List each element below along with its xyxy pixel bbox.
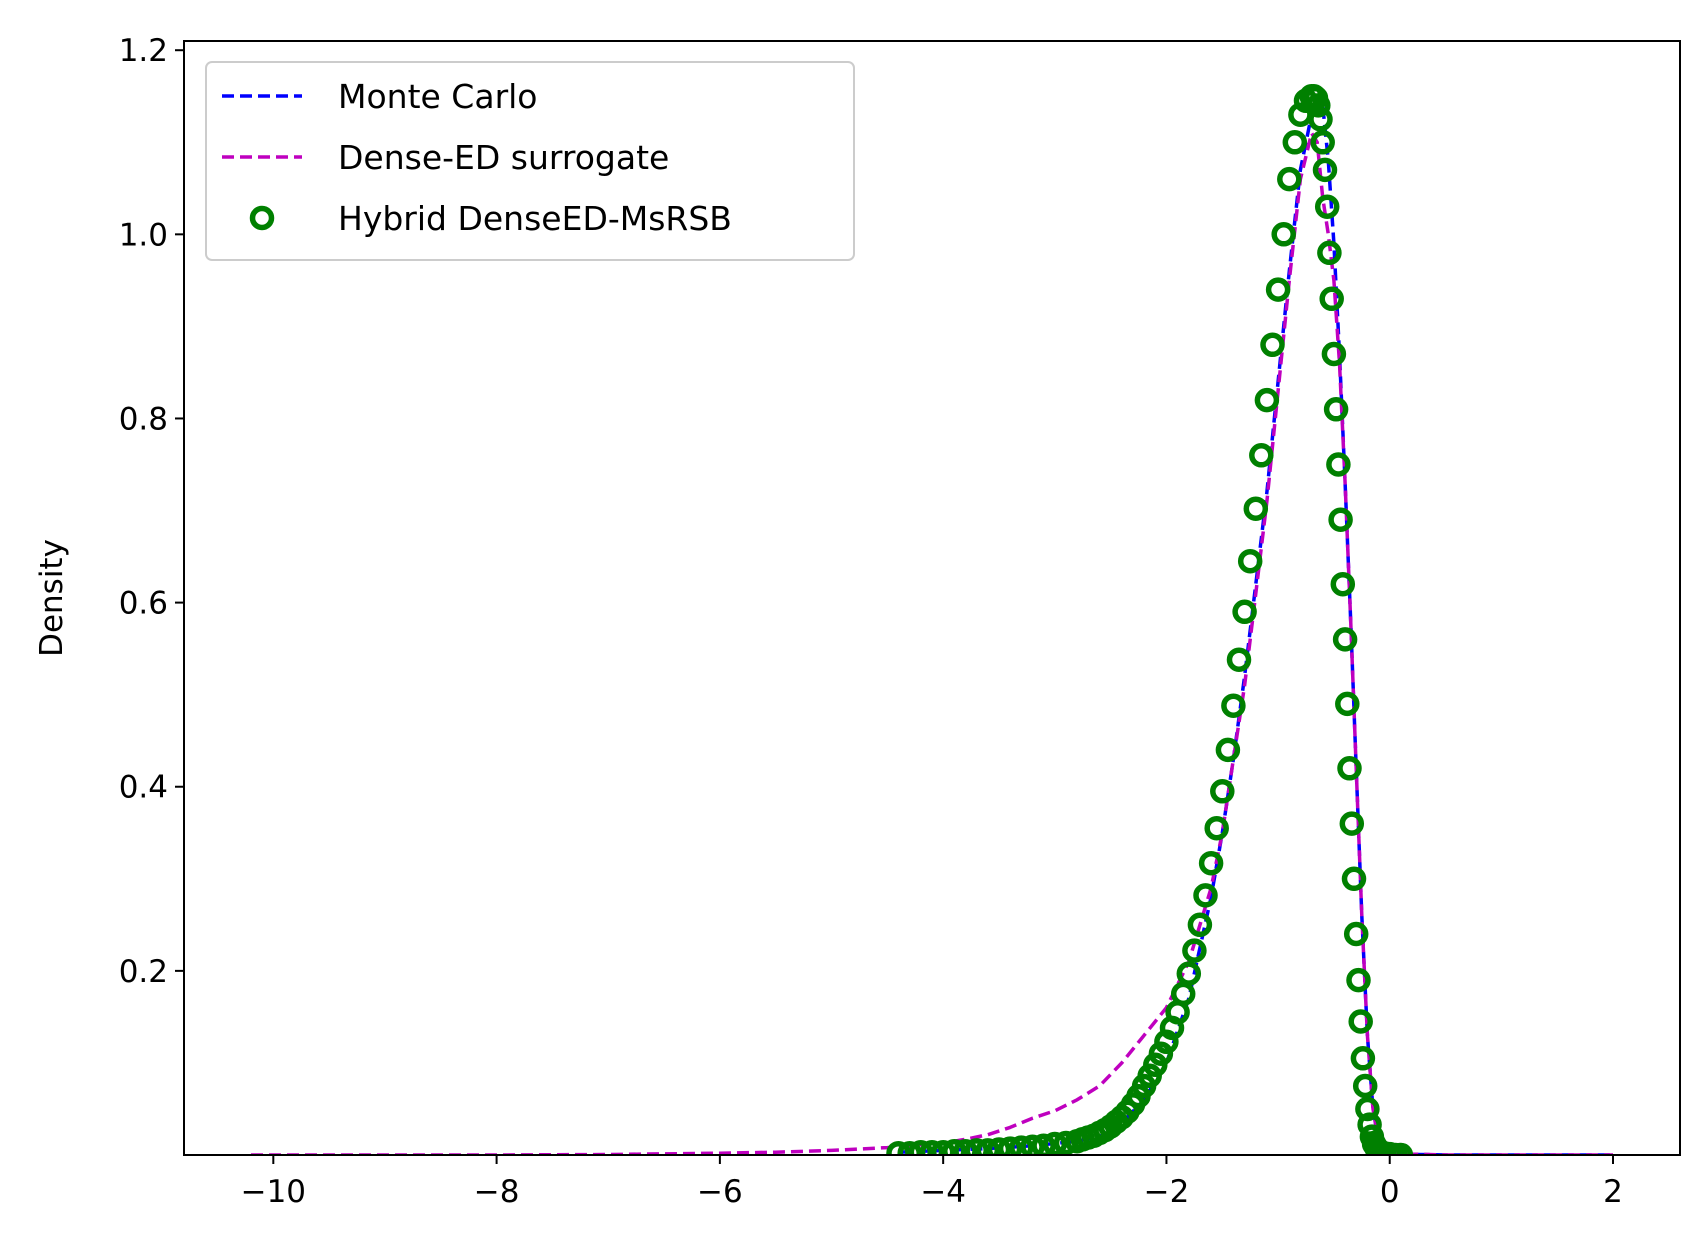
- data-point-hybrid-denseed-msrsb: [1271, 222, 1296, 247]
- data-point-hybrid-denseed-msrsb: [1332, 627, 1358, 652]
- data-point-hybrid-denseed-msrsb: [919, 1139, 945, 1155]
- legend: Monte Carlo Dense-ED surrogate Hybrid De…: [205, 61, 855, 261]
- data-point-hybrid-denseed-msrsb: [1260, 332, 1285, 358]
- x-tick-label: −8: [474, 1174, 520, 1210]
- legend-hybrid-label: Hybrid DenseED-MsRSB: [338, 199, 732, 238]
- data-point-hybrid-denseed-msrsb: [930, 1139, 956, 1155]
- data-point-hybrid-denseed-msrsb: [1319, 286, 1344, 312]
- data-point-hybrid-denseed-msrsb: [1326, 452, 1351, 477]
- data-point-hybrid-denseed-msrsb: [1328, 507, 1353, 532]
- data-point-hybrid-denseed-msrsb: [1249, 443, 1274, 468]
- data-point-hybrid-denseed-msrsb: [1182, 938, 1207, 963]
- data-point-hybrid-denseed-msrsb: [1346, 967, 1371, 993]
- data-point-hybrid-denseed-msrsb: [1352, 1073, 1378, 1099]
- data-point-hybrid-denseed-msrsb: [1337, 756, 1362, 781]
- legend-monte-carlo-label: Monte Carlo: [338, 77, 538, 116]
- data-point-hybrid-denseed-msrsb: [1031, 1133, 1056, 1155]
- data-point-hybrid-denseed-msrsb: [886, 1140, 911, 1155]
- legend-dense-ed-label: Dense-ED surrogate: [338, 138, 669, 177]
- legend-frame: [205, 61, 855, 261]
- x-tick-label: −4: [920, 1174, 966, 1210]
- x-tick-label: 2: [1603, 1174, 1623, 1210]
- data-point-hybrid-denseed-msrsb: [975, 1138, 1001, 1155]
- legend-hybrid-marker: [249, 205, 275, 231]
- data-point-hybrid-denseed-msrsb: [1330, 571, 1356, 597]
- data-point-hybrid-denseed-msrsb: [1343, 921, 1369, 947]
- data-point-hybrid-denseed-msrsb: [1312, 157, 1338, 183]
- data-point-hybrid-denseed-msrsb: [1215, 737, 1241, 763]
- data-point-hybrid-denseed-msrsb: [908, 1139, 934, 1155]
- data-point-hybrid-denseed-msrsb: [1009, 1135, 1034, 1155]
- x-tick-label: 0: [1380, 1174, 1400, 1210]
- data-point-hybrid-denseed-msrsb: [1148, 1041, 1174, 1066]
- data-point-hybrid-denseed-msrsb: [1308, 107, 1333, 132]
- data-point-hybrid-denseed-msrsb: [986, 1137, 1012, 1155]
- data-point-hybrid-denseed-msrsb: [1020, 1134, 1045, 1155]
- y-axis-label: Density: [34, 539, 70, 657]
- data-point-hybrid-denseed-msrsb: [1277, 166, 1302, 192]
- data-point-hybrid-denseed-msrsb: [1314, 194, 1340, 219]
- y-tick-label: 0.8: [119, 401, 168, 437]
- data-point-hybrid-denseed-msrsb: [1306, 93, 1331, 118]
- data-point-hybrid-denseed-msrsb: [1335, 691, 1360, 717]
- data-point-hybrid-denseed-msrsb: [1323, 397, 1349, 422]
- data-point-hybrid-denseed-msrsb: [897, 1140, 922, 1155]
- data-point-hybrid-denseed-msrsb: [1339, 811, 1365, 836]
- x-tick-label: −6: [697, 1174, 743, 1210]
- data-point-hybrid-denseed-msrsb: [953, 1139, 978, 1155]
- axes-layer: −10 −8 −6 −4 −2 0 2 0.2 0.4 0.6 0.8 1.0 1.2: [119, 33, 1681, 1210]
- y-tick-label: 1.2: [119, 33, 168, 69]
- data-point-hybrid-denseed-msrsb: [964, 1138, 989, 1155]
- data-point-hybrid-denseed-msrsb: [1176, 961, 1202, 986]
- y-tick-label: 0.6: [119, 586, 168, 622]
- data-point-hybrid-denseed-msrsb: [1348, 1009, 1373, 1034]
- series-line-monte-carlo: [898, 94, 1613, 1155]
- data-point-hybrid-denseed-msrsb: [1321, 341, 1347, 367]
- data-point-hybrid-denseed-msrsb: [1042, 1131, 1068, 1155]
- data-point-hybrid-denseed-msrsb: [1282, 130, 1308, 155]
- data-point-hybrid-denseed-msrsb: [1243, 496, 1269, 521]
- plot-frame: [183, 40, 1681, 1156]
- x-tick-label: −10: [241, 1174, 306, 1210]
- data-point-hybrid-denseed-msrsb: [1232, 599, 1257, 625]
- data-point-hybrid-denseed-msrsb: [1193, 883, 1218, 908]
- y-tick-label: 0.2: [119, 954, 168, 990]
- data-point-hybrid-denseed-msrsb: [1350, 1046, 1376, 1071]
- x-tick-label: −2: [1144, 1174, 1190, 1210]
- series-line-dense-ed-surrogate: [251, 131, 1613, 1155]
- data-point-hybrid-denseed-msrsb: [1317, 240, 1342, 266]
- data-point-hybrid-denseed-msrsb: [1355, 1096, 1380, 1122]
- data-point-hybrid-denseed-msrsb: [1198, 850, 1224, 876]
- data-point-hybrid-denseed-msrsb: [1226, 647, 1252, 672]
- data-point-hybrid-denseed-msrsb: [1341, 866, 1367, 892]
- data-point-hybrid-denseed-msrsb: [1310, 130, 1335, 155]
- y-tick-label: 0.4: [119, 770, 168, 806]
- data-point-hybrid-denseed-msrsb: [1210, 779, 1235, 804]
- y-tick-label: 1.0: [119, 217, 168, 253]
- data-point-hybrid-denseed-msrsb: [1187, 912, 1213, 938]
- data-point-hybrid-denseed-msrsb: [1221, 693, 1246, 718]
- data-point-hybrid-denseed-msrsb: [997, 1136, 1023, 1155]
- data-point-hybrid-denseed-msrsb: [1237, 548, 1263, 574]
- data-point-hybrid-denseed-msrsb: [1388, 1142, 1414, 1155]
- data-point-hybrid-denseed-msrsb: [1254, 387, 1280, 413]
- data-point-hybrid-denseed-msrsb: [1265, 277, 1291, 302]
- data-point-hybrid-denseed-msrsb: [942, 1139, 967, 1155]
- data-point-hybrid-denseed-msrsb: [1204, 815, 1229, 841]
